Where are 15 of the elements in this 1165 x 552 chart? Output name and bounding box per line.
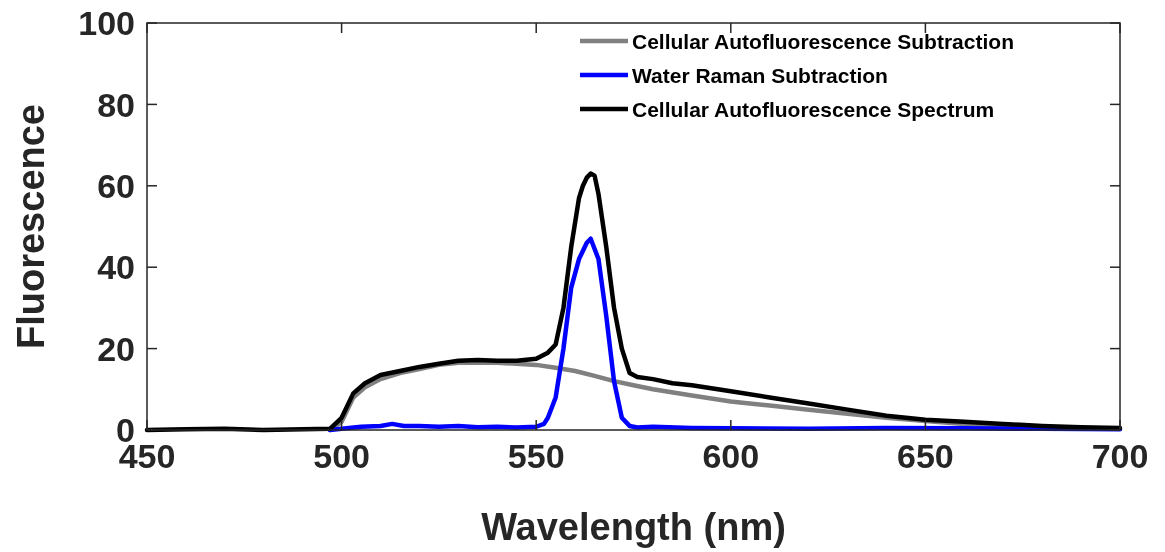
legend-label: Water Raman Subtraction [632,63,888,87]
y-axis-title: Fluorescence [10,104,52,349]
x-axis-title: Wavelength (nm) [481,506,786,548]
y-tick-label: 80 [97,85,135,124]
x-tick-label: 600 [702,437,760,475]
legend-label: Cellular Autofluorescence Spectrum [632,97,995,121]
y-tick-label: 60 [97,167,135,206]
y-tick-label: 100 [78,4,135,43]
legend-label: Cellular Autofluorescence Subtraction [632,29,1014,53]
x-tick-label: 650 [897,437,954,475]
y-tick-label: 20 [97,329,135,368]
x-tick-label: 550 [507,437,565,475]
x-tick-label: 500 [313,437,370,475]
x-tick-label: 700 [1091,437,1149,475]
y-tick-label: 40 [97,248,135,287]
